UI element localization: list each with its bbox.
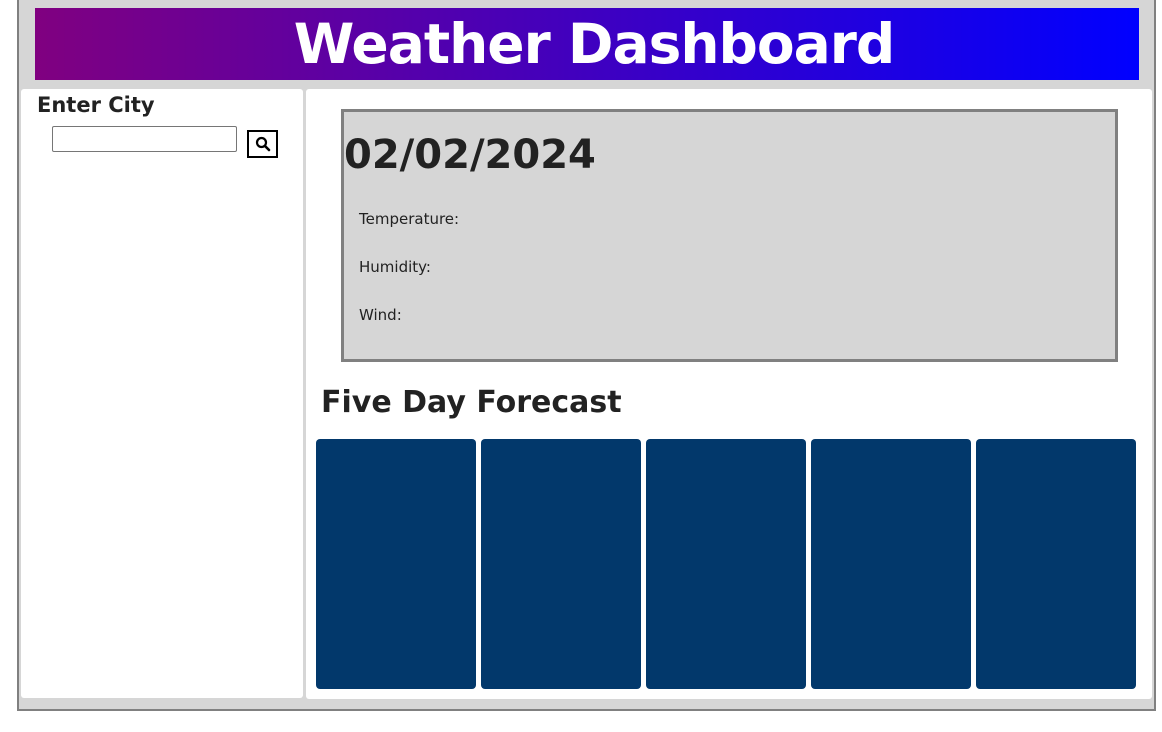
humidity-label: Humidity: — [359, 258, 431, 276]
city-search-heading: Enter City — [37, 93, 155, 117]
search-button[interactable] — [247, 130, 278, 158]
sidebar: Enter City — [21, 89, 303, 698]
current-weather-card: 02/02/2024 Temperature: Humidity: Wind: — [341, 109, 1118, 362]
temperature-label: Temperature: — [359, 210, 460, 228]
search-icon — [255, 136, 270, 152]
forecast-card-2 — [481, 439, 641, 689]
forecast-card-3 — [646, 439, 806, 689]
wind-label: Wind: — [359, 306, 402, 324]
forecast-row — [316, 439, 1137, 689]
main-panel: 02/02/2024 Temperature: Humidity: Wind: … — [306, 89, 1152, 699]
current-date: 02/02/2024 — [344, 132, 596, 178]
page-header: Weather Dashboard — [35, 8, 1139, 80]
forecast-title: Five Day Forecast — [321, 385, 622, 420]
app-frame: Weather Dashboard Enter City 02/02/2024 … — [17, 0, 1156, 711]
city-search-input[interactable] — [52, 126, 237, 152]
forecast-card-4 — [811, 439, 971, 689]
page-title: Weather Dashboard — [293, 11, 896, 76]
forecast-card-1 — [316, 439, 476, 689]
forecast-card-5 — [976, 439, 1136, 689]
